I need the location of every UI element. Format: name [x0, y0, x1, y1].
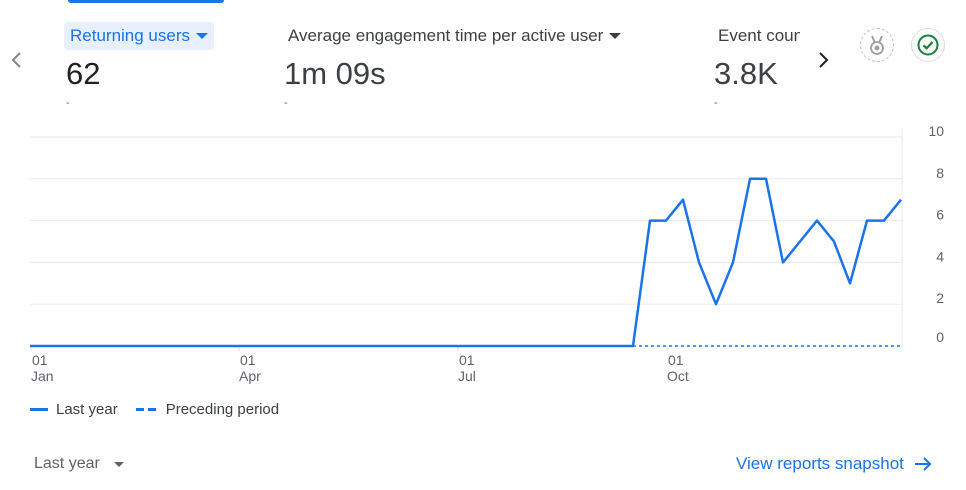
chart-legend: Last year Preceding period [30, 401, 279, 418]
legend-label-preceding: Preceding period [165, 401, 280, 418]
next-metrics-button[interactable] [812, 44, 836, 76]
x-tick-month: Apr [239, 368, 261, 384]
metric-label: Average engagement time per active user [288, 26, 604, 45]
caret-down-icon [609, 33, 622, 39]
medal-icon [870, 35, 884, 55]
metric-label-dropdown[interactable]: Average engagement time per active user [282, 22, 627, 50]
metric-returning-users[interactable]: Returning users 62 - [64, 22, 215, 109]
legend-swatch-solid [30, 408, 48, 411]
x-tick-day: 01 [668, 352, 684, 368]
legend-label-last-year: Last year [56, 401, 118, 418]
metric-avg-engagement-time[interactable]: Average engagement time per active user … [282, 22, 627, 109]
x-tick-day: 01 [459, 352, 475, 368]
chevron-right-icon [819, 52, 829, 68]
metric-value: 3.8K [714, 56, 778, 91]
metric-label: Event count [718, 26, 800, 45]
legend-swatch-dashed [135, 408, 158, 411]
metric-label: Returning users [70, 26, 191, 45]
caret-down-icon [196, 33, 209, 39]
x-tick-month: Oct [667, 368, 689, 384]
y-tick-label: 2 [936, 290, 944, 306]
status-badge[interactable] [911, 28, 945, 62]
insight-badge[interactable] [860, 28, 894, 62]
chart-grid [30, 128, 903, 346]
view-reports-snapshot-link[interactable]: View reports snapshot [736, 454, 932, 474]
metric-delta: - [66, 97, 70, 109]
metric-event-count[interactable]: Event count 3.8K - [712, 22, 800, 109]
check-circle-icon [917, 34, 939, 56]
caret-down-icon [113, 461, 124, 467]
y-tick-label: 6 [936, 207, 944, 223]
metric-value: 62 [66, 56, 101, 91]
y-tick-label: 10 [928, 123, 944, 139]
series-last-year [30, 177, 902, 348]
date-range-dropdown[interactable]: Last year [34, 455, 124, 473]
metric-delta: - [714, 97, 718, 109]
y-tick-label: 4 [936, 248, 944, 264]
y-tick-label: 0 [936, 329, 944, 345]
x-tick-day: 01 [240, 352, 256, 368]
y-tick-label: 8 [936, 165, 944, 181]
x-tick-day: 01 [32, 352, 48, 368]
date-range-label: Last year [34, 455, 100, 472]
metric-label-dropdown[interactable]: Returning users [64, 22, 215, 50]
x-tick-month: Jul [458, 368, 476, 384]
active-tab-indicator [68, 0, 224, 3]
y-axis-ticks: 10 8 6 4 2 0 [928, 123, 944, 345]
arrow-right-icon [914, 457, 932, 471]
metric-label-dropdown[interactable]: Event count [712, 22, 800, 50]
metric-value: 1m 09s [284, 56, 386, 91]
previous-metrics-button[interactable] [4, 44, 28, 76]
x-tick-month: Jan [31, 368, 54, 384]
chevron-left-icon [11, 52, 21, 68]
metric-delta: - [284, 97, 288, 109]
chart-series [30, 177, 902, 348]
snapshot-link-label: View reports snapshot [736, 454, 904, 473]
